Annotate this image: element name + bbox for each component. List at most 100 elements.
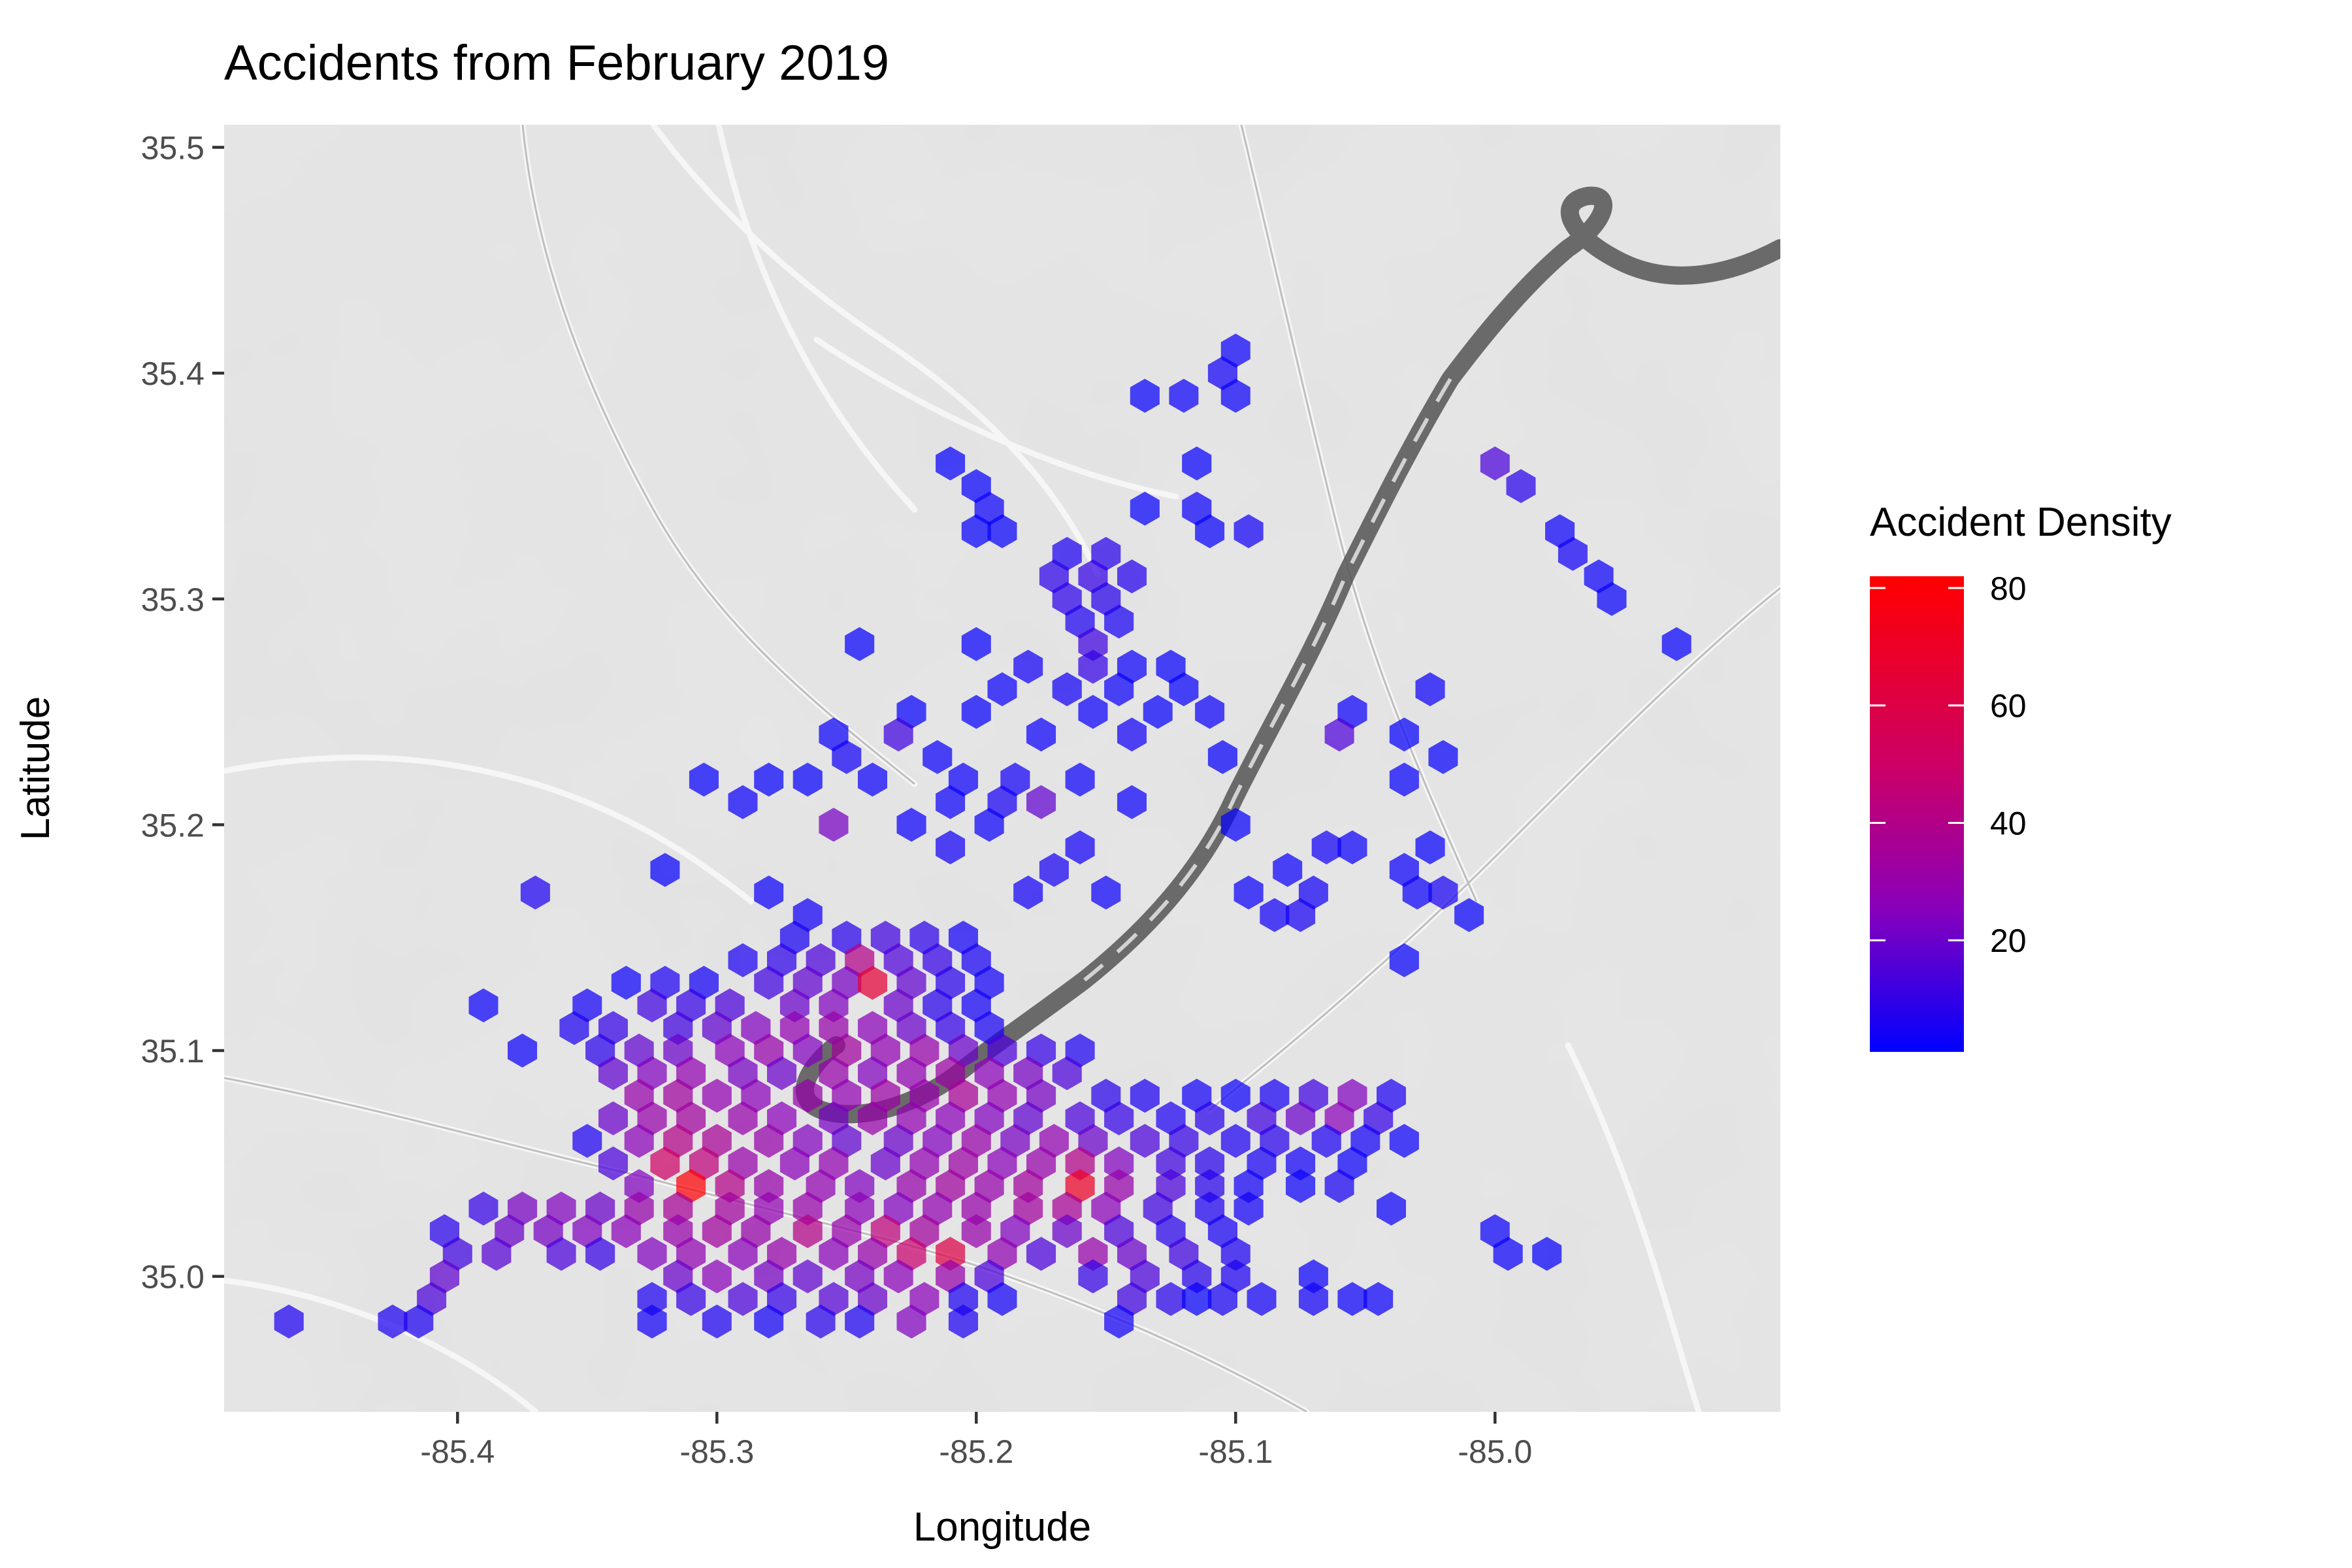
hex-bin	[1260, 1079, 1290, 1113]
hex-bin	[819, 988, 849, 1022]
hex-bin	[728, 785, 758, 819]
hex-bin	[858, 1056, 887, 1090]
hex-bin	[832, 1034, 862, 1068]
hex-bin	[715, 1034, 745, 1068]
hex-bin	[702, 1214, 732, 1249]
hex-bin	[936, 1169, 966, 1203]
hex-bin	[663, 1079, 693, 1113]
hex-bin	[1558, 536, 1588, 571]
hex-bin	[909, 1282, 939, 1316]
hex-bin	[1195, 694, 1225, 729]
hex-bin	[767, 1056, 797, 1090]
hex-bin	[1506, 469, 1536, 503]
hex-bin	[832, 921, 862, 955]
hex-bin	[1195, 1101, 1225, 1135]
hex-bin	[832, 966, 862, 1000]
hex-bin	[676, 1056, 706, 1090]
hex-bin	[1182, 1079, 1212, 1113]
hex-bin	[1532, 1237, 1562, 1271]
hex-bin	[792, 1034, 823, 1068]
hex-bin	[936, 785, 966, 819]
hex-bin	[689, 966, 719, 1000]
hex-bin	[845, 943, 875, 977]
hex-bin	[429, 1259, 459, 1294]
hexbin-layer	[274, 333, 1691, 1339]
hex-bin	[1013, 1191, 1043, 1226]
hex-bin	[1104, 1169, 1134, 1203]
y-axis: 35.0 35.1 35.2 35.3 35.4 35.5	[141, 130, 224, 1296]
hex-bin	[896, 966, 926, 1000]
hex-bin	[637, 988, 667, 1022]
hex-bin	[1195, 1169, 1225, 1203]
hex-bin	[819, 1011, 849, 1045]
hex-bin	[1078, 1259, 1108, 1294]
hex-bin	[1117, 717, 1147, 752]
hex-bin	[1065, 604, 1095, 639]
hex-bin	[779, 1011, 809, 1045]
hex-bin	[819, 1282, 849, 1316]
hex-bin	[702, 1304, 732, 1339]
hex-bin	[572, 1124, 602, 1158]
hex-bin	[974, 491, 1004, 526]
hex-bin	[961, 988, 991, 1022]
hex-bin	[883, 1191, 913, 1226]
hex-bin	[974, 808, 1004, 842]
hex-bin	[792, 898, 823, 932]
hex-bin	[819, 1146, 849, 1181]
hex-bin	[974, 1101, 1004, 1135]
hex-bin	[1260, 898, 1290, 932]
hex-bin	[936, 830, 966, 864]
hex-bin	[961, 627, 991, 661]
hex-bin	[754, 875, 784, 910]
hex-bin	[1298, 1259, 1328, 1294]
hex-bin	[1480, 446, 1510, 481]
hex-bin	[896, 1169, 926, 1203]
x-tick-label: -85.3	[679, 1433, 754, 1470]
hex-bin	[1013, 1101, 1043, 1135]
hex-bin	[611, 1214, 641, 1249]
hex-bin	[1337, 694, 1367, 729]
hex-bin	[637, 1101, 667, 1135]
hex-bin	[1597, 581, 1627, 616]
hex-bin	[923, 1191, 953, 1226]
legend: Accident Density 20 40 60 80	[1870, 500, 2172, 1052]
hex-bin	[1156, 1282, 1186, 1316]
hex-bin	[1402, 875, 1432, 910]
hex-bin	[1065, 1146, 1095, 1181]
y-tick-label: 35.2	[141, 807, 204, 843]
hex-bin	[1039, 853, 1069, 887]
hex-bin	[858, 1101, 887, 1135]
hex-bin	[1182, 491, 1212, 526]
hex-bin	[1311, 830, 1341, 864]
legend-tick-label: 20	[1990, 923, 2027, 959]
hex-bin	[1247, 1101, 1277, 1135]
hex-bin	[624, 1079, 654, 1113]
hex-bin	[637, 1282, 667, 1316]
hex-bin	[754, 1034, 784, 1068]
hex-bin	[663, 1214, 693, 1249]
hex-bin	[1377, 1079, 1406, 1113]
hex-bin	[1156, 1101, 1186, 1135]
hex-bin	[508, 1034, 538, 1068]
hex-bin	[1324, 717, 1354, 752]
map-background	[224, 125, 1780, 1412]
hex-bin	[754, 1191, 784, 1226]
hex-bin	[1337, 1079, 1367, 1113]
hex-bin	[1026, 1146, 1056, 1181]
hex-bin	[936, 446, 966, 481]
hex-bin	[1207, 740, 1237, 774]
hex-bin	[987, 1146, 1017, 1181]
hex-bin	[1156, 1169, 1186, 1203]
hex-bin	[1233, 1169, 1264, 1203]
hex-bin	[792, 1259, 823, 1294]
hex-bin	[1013, 1169, 1043, 1203]
hex-bin	[961, 694, 991, 729]
hex-bin	[961, 469, 991, 503]
hex-bin	[417, 1282, 447, 1316]
hex-bin	[1156, 649, 1186, 684]
hex-bin	[948, 1282, 978, 1316]
hex-bin	[936, 966, 966, 1000]
hex-bin	[1195, 1146, 1225, 1181]
hex-bin	[909, 1214, 939, 1249]
hex-bin	[741, 1079, 771, 1113]
